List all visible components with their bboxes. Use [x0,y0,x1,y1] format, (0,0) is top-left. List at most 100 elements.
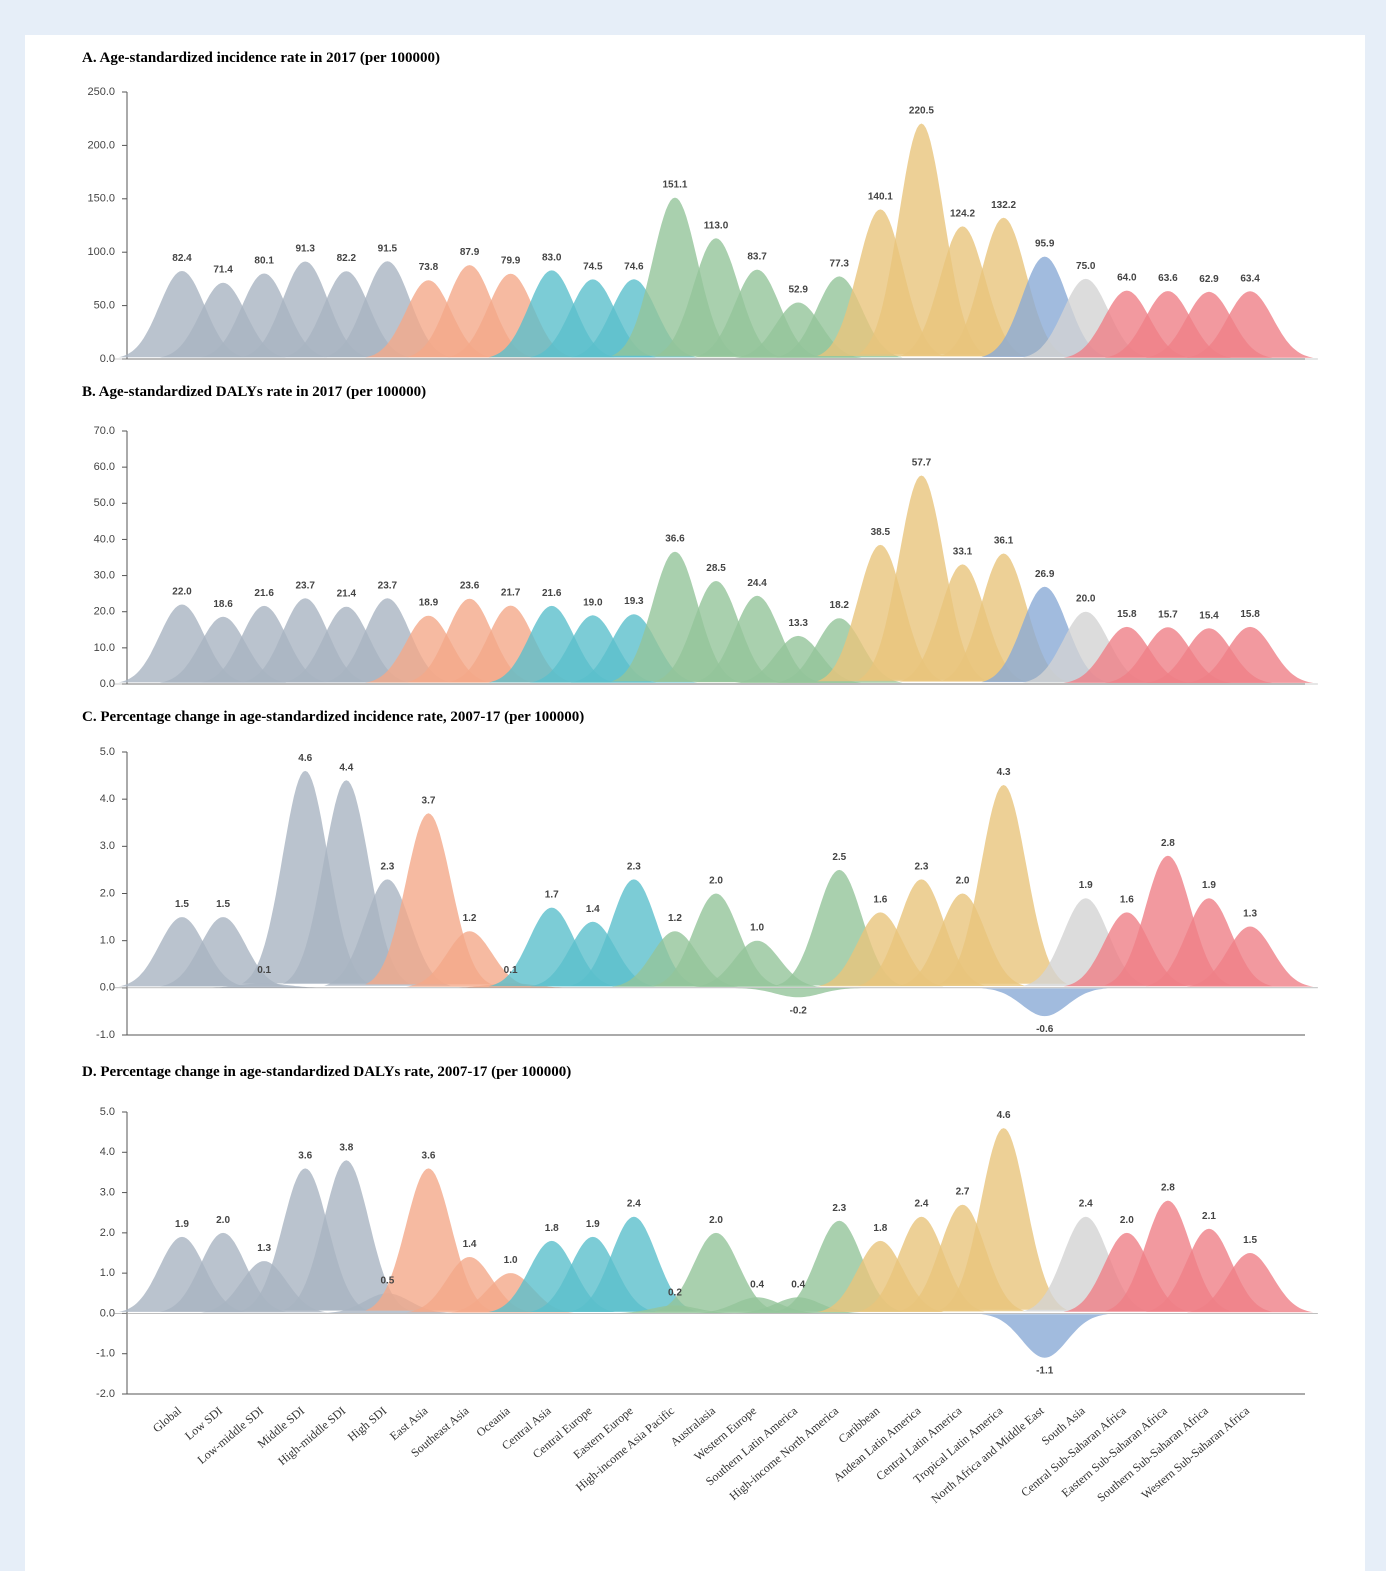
value-label: 124.2 [950,208,975,219]
value-label: 0.1 [504,965,518,976]
y-tick-label: 5.0 [100,1106,115,1118]
peak [406,931,533,987]
peak [1186,291,1314,358]
value-label: 24.4 [747,578,767,589]
chart-title: D. Percentage change in age-standardized… [82,1064,571,1080]
y-tick-label: 10.0 [94,642,115,654]
value-label: 1.6 [1120,894,1134,905]
value-label: 22.0 [172,586,192,597]
value-label: 0.4 [750,1279,764,1290]
value-label: 13.3 [788,618,808,629]
value-label: 38.5 [871,527,891,538]
value-label: 1.9 [586,1219,600,1230]
value-label: 23.7 [296,580,316,591]
y-tick-label: 70.0 [94,425,115,437]
y-tick-label: 0.0 [100,678,115,690]
peak [940,785,1067,984]
chart-title: A. Age-standardized incidence rate in 20… [82,50,440,66]
value-label: 132.2 [991,200,1016,211]
value-label: 19.0 [583,597,603,608]
value-label: 91.3 [296,243,316,254]
value-label: 2.5 [832,852,846,863]
y-tick-label: 0.0 [100,1307,115,1319]
value-label: 52.9 [788,285,808,296]
y-tick-label: 2.0 [100,1227,115,1239]
peak [283,1160,410,1311]
value-label: 0.1 [257,965,271,976]
y-tick-label: 20.0 [94,606,115,618]
value-label: 2.3 [627,861,641,872]
value-label: 151.1 [662,180,687,191]
y-tick-label: 0.0 [100,353,115,365]
peak [1186,926,1314,987]
y-tick-label: 100.0 [87,246,115,258]
y-tick-label: 200.0 [87,139,115,151]
y-tick-label: 3.0 [100,840,115,852]
peak [693,940,821,987]
y-tick-label: 3.0 [100,1186,115,1198]
value-label: 2.8 [1161,1183,1175,1194]
value-label: 95.9 [1035,239,1055,250]
value-label: 1.3 [257,1243,271,1254]
y-tick-label: 30.0 [94,569,115,581]
value-label: -1.1 [1036,1366,1054,1377]
value-label: 82.4 [172,253,192,264]
value-label: 2.4 [914,1199,928,1210]
value-label: 77.3 [830,258,850,269]
value-label: 36.1 [994,536,1014,547]
value-label: 0.5 [380,1275,394,1286]
value-label: 1.7 [545,890,559,901]
value-label: -0.2 [790,1005,808,1016]
value-label: 2.7 [956,1187,970,1198]
value-label: 4.6 [298,753,312,764]
value-label: 33.1 [953,546,973,557]
value-label: 140.1 [868,191,893,202]
value-label: 1.5 [1243,1235,1257,1246]
y-tick-label: 250.0 [87,86,115,98]
value-label: 3.6 [298,1150,312,1161]
y-tick-label: 60.0 [94,461,115,473]
value-label: 1.0 [504,1255,518,1266]
value-label: 1.5 [175,899,189,910]
value-label: 1.9 [1202,880,1216,891]
value-label: 36.6 [665,534,685,545]
y-tick-label: 4.0 [100,1146,115,1158]
peak [159,917,287,987]
value-label: 2.3 [914,861,928,872]
value-label: 2.8 [1161,838,1175,849]
value-label: 1.4 [586,904,600,915]
value-label: 23.6 [460,581,480,592]
value-label: 4.4 [339,762,353,773]
chart-title: B. Age-standardized DALYs rate in 2017 (… [82,384,426,400]
value-label: 21.6 [254,588,274,599]
value-label: 21.6 [542,588,562,599]
value-label: 2.4 [1079,1199,1093,1210]
peak [981,988,1108,1017]
value-label: 21.7 [501,588,521,599]
x-tick-label: High SDI [345,1404,390,1445]
value-label: 82.2 [337,253,357,264]
peak [570,1216,698,1312]
value-label: 2.0 [709,1215,723,1226]
value-label: 26.9 [1035,569,1055,580]
value-label: 3.7 [422,795,436,806]
value-label: 15.8 [1117,609,1137,620]
y-tick-label: 50.0 [94,300,115,312]
y-tick-label: 1.0 [100,935,115,947]
peak [1186,1253,1314,1313]
value-label: 83.0 [542,252,562,263]
value-label: 63.4 [1240,273,1260,284]
y-tick-label: -1.0 [96,1348,115,1360]
y-tick-label: 150.0 [87,193,115,205]
value-label: 15.8 [1240,609,1260,620]
value-label: 74.5 [583,261,603,272]
x-tick-label: Global [150,1403,185,1435]
value-label: 2.3 [380,861,394,872]
value-label: 15.4 [1199,610,1219,621]
value-label: 1.4 [463,1239,477,1250]
value-label: 1.8 [873,1223,887,1234]
chart-title: C. Percentage change in age-standardized… [82,709,584,725]
value-label: 18.6 [213,599,233,610]
value-label: 75.0 [1076,261,1096,272]
value-label: 113.0 [704,220,729,231]
